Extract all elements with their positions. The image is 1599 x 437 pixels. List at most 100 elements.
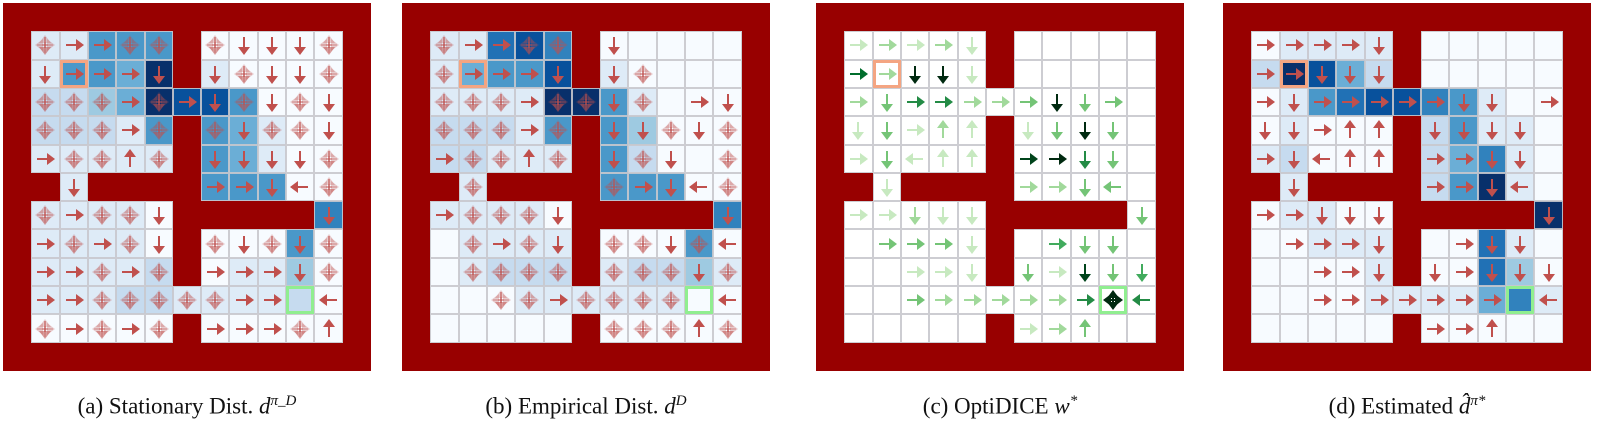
wall-cell (515, 3, 544, 32)
wall-cell (1449, 3, 1478, 32)
wall-cell (628, 342, 657, 371)
grid-cell (900, 59, 930, 88)
grid-cell (1307, 229, 1337, 258)
wall-cell (144, 3, 173, 32)
caption-b-sup: D (675, 393, 687, 409)
grid-cell (656, 229, 686, 258)
grid-cell (1042, 144, 1071, 173)
wall-cell (816, 229, 845, 258)
grid-cell (1506, 59, 1535, 88)
grid-cell (229, 59, 258, 88)
wall-cell (144, 172, 173, 202)
grid-cell (430, 59, 459, 88)
grid-cell (900, 314, 930, 343)
wall-cell (1042, 342, 1071, 371)
wall-cell (1477, 3, 1507, 32)
grid-cell (1336, 229, 1365, 258)
wall-cell (985, 116, 1015, 145)
grid-cell (1421, 31, 1450, 60)
grid-cell (486, 314, 516, 343)
grid-cell (685, 286, 714, 315)
grid-cell (201, 87, 230, 117)
grid-cell (872, 314, 901, 343)
grid-cell (600, 59, 629, 88)
wall-cell (486, 3, 516, 32)
wall-cell (816, 116, 845, 145)
grid-cell (1534, 201, 1563, 230)
wall-cell (1562, 116, 1591, 145)
grid-cell (685, 87, 714, 117)
wall-cell (1562, 342, 1591, 371)
wall-cell (1562, 257, 1591, 287)
grid-cell (1014, 116, 1043, 145)
wall-cell (486, 342, 516, 371)
wall-cell (172, 144, 202, 173)
grid-cell (1279, 59, 1308, 88)
grid-cell (628, 116, 657, 145)
wall-cell (628, 201, 657, 230)
grid-cell (872, 59, 901, 88)
grid-cell (87, 286, 117, 315)
grid-cell (1251, 286, 1280, 315)
grid-cell (314, 59, 343, 88)
grid-cell (1127, 144, 1156, 173)
wall-cell (1279, 3, 1308, 32)
grid-cell (1477, 59, 1507, 88)
grid-cell (87, 229, 117, 258)
grid-cell (458, 59, 487, 88)
wall-cell (656, 3, 686, 32)
grid-cell (929, 201, 958, 230)
wall-cell (402, 314, 431, 343)
gridworld-a (3, 3, 371, 371)
wall-cell (1562, 3, 1591, 32)
grid-cell (1534, 314, 1563, 343)
wall-cell (1392, 342, 1422, 371)
grid-cell (543, 314, 572, 343)
grid-cell (515, 116, 544, 145)
wall-cell (571, 314, 601, 343)
wall-cell (402, 144, 431, 173)
grid-cell (257, 59, 287, 88)
grid-cell (713, 172, 742, 202)
wall-cell (1099, 201, 1128, 230)
grid-cell (957, 144, 986, 173)
grid-cell (314, 229, 343, 258)
grid-cell (543, 116, 572, 145)
wall-cell (1534, 3, 1563, 32)
grid-cell (286, 116, 315, 145)
grid-cell (1099, 172, 1128, 202)
wall-cell (1155, 3, 1184, 32)
wall-cell (1155, 201, 1184, 230)
wall-cell (1364, 342, 1393, 371)
grid-cell (713, 59, 742, 88)
grid-cell (957, 286, 986, 315)
grid-cell (1251, 116, 1280, 145)
grid-cell (1477, 286, 1507, 315)
grid-cell (1449, 257, 1478, 287)
grid-cell (286, 314, 315, 343)
caption-a: (a) Stationary Dist. dπ_D (3, 393, 371, 420)
grid-cell (1449, 59, 1478, 88)
wall-cell (1392, 172, 1422, 202)
grid-cell (1449, 172, 1478, 202)
grid-cell (31, 59, 60, 88)
wall-cell (1223, 3, 1252, 32)
grid-cell (1251, 31, 1280, 60)
grid-cell (844, 286, 873, 315)
wall-cell (286, 342, 315, 371)
grid-cell (713, 314, 742, 343)
grid-cell (1421, 314, 1450, 343)
wall-cell (257, 3, 287, 32)
grid-cell (486, 229, 516, 258)
wall-cell (1155, 144, 1184, 173)
grid-cell (685, 229, 714, 258)
wall-cell (342, 172, 371, 202)
grid-cell (957, 87, 986, 117)
grid-cell (257, 314, 287, 343)
grid-cell (1279, 31, 1308, 60)
grid-cell (486, 201, 516, 230)
wall-cell (1364, 172, 1393, 202)
wall-cell (87, 3, 117, 32)
wall-cell (458, 3, 487, 32)
wall-cell (1070, 201, 1100, 230)
